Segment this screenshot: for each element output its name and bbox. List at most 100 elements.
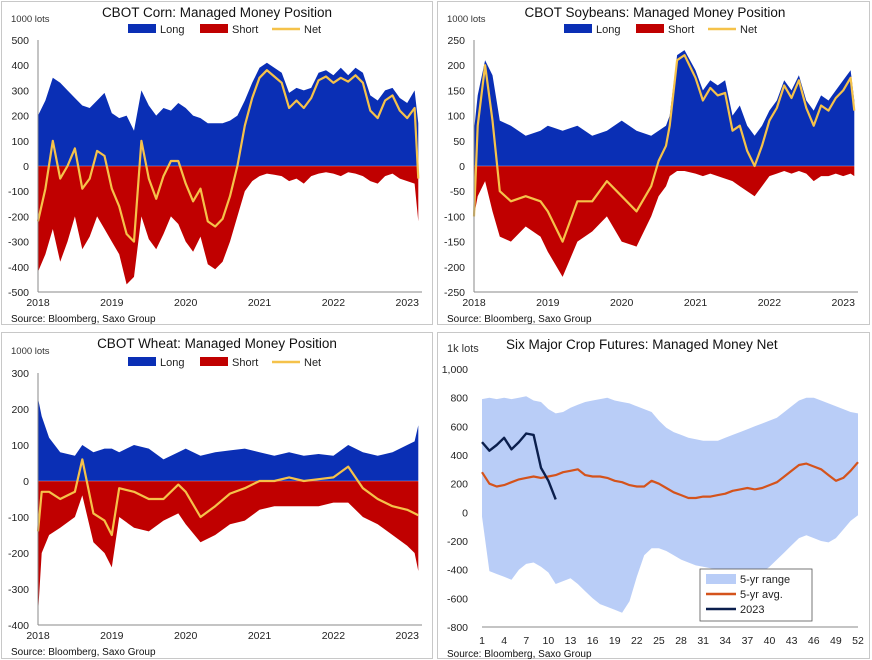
legend-swatch-short [200, 357, 228, 366]
x-tick-label: 2020 [610, 297, 634, 309]
x-tick-label: 2021 [248, 297, 272, 309]
chart-svg-soybeans: CBOT Soybeans: Managed Money Position 100… [444, 5, 858, 325]
series-short-area [38, 166, 419, 285]
x-tick-label: 1 [479, 635, 485, 647]
y-tick-label: 800 [450, 393, 468, 405]
legend-swatch-short [636, 24, 664, 33]
x-tick-label: 37 [742, 635, 754, 647]
y-tick-label: 100 [447, 111, 465, 123]
y-tick-label: -500 [8, 287, 29, 299]
x-tick-label: 2022 [758, 297, 782, 309]
x-tick-label: 43 [786, 635, 798, 647]
y-unit-label: 1000 lots [447, 14, 486, 25]
series-long-area [38, 398, 419, 481]
y-tick-label: 0 [23, 161, 29, 173]
y-tick-label: 1,000 [442, 364, 468, 376]
y-tick-label: 100 [11, 136, 29, 148]
source-note: Source: Bloomberg, Saxo Group [447, 649, 592, 660]
y-tick-label: -50 [450, 186, 465, 198]
series-5yr-avg-line [481, 461, 859, 500]
x-tick-label: 2021 [684, 297, 708, 309]
legend-label-net: Net [304, 357, 321, 369]
y-tick-label: 50 [453, 136, 465, 148]
x-tick-label: 2020 [174, 630, 198, 642]
x-tick-label: 2018 [26, 630, 50, 642]
chart-svg-crops: Six Major Crop Futures: Managed Money Ne… [442, 337, 864, 660]
x-tick-label: 2021 [248, 630, 272, 642]
x-tick-label: 16 [587, 635, 599, 647]
y-tick-label: 250 [447, 35, 465, 47]
y-tick-label: -100 [8, 512, 29, 524]
x-tick-label: 2018 [26, 297, 50, 309]
x-tick-label: 22 [631, 635, 643, 647]
y-tick-label: 200 [11, 111, 29, 123]
legend-label-net: Net [304, 24, 321, 36]
y-tick-label: -150 [444, 237, 465, 249]
legend-swatch-5-yr-range [706, 574, 736, 584]
x-tick-label: 34 [719, 635, 731, 647]
chart-panel-wheat: CBOT Wheat: Managed Money Position 1000 l… [1, 332, 433, 659]
chart-title: CBOT Soybeans: Managed Money Position [525, 5, 786, 20]
y-tick-label: 400 [11, 60, 29, 72]
y-tick-label: 300 [11, 368, 29, 380]
y-tick-label: 0 [459, 161, 465, 173]
y-tick-label: -100 [8, 186, 29, 198]
x-tick-label: 31 [697, 635, 709, 647]
x-tick-label: 2022 [322, 630, 346, 642]
x-tick-label: 19 [609, 635, 621, 647]
y-tick-label: 100 [11, 440, 29, 452]
x-tick-label: 2023 [396, 630, 420, 642]
legend-swatch-long [128, 357, 156, 366]
series-5yr-range-band [482, 396, 858, 613]
y-tick-label: -800 [447, 622, 468, 634]
series-2023-line [481, 432, 557, 500]
x-tick-label: 40 [764, 635, 776, 647]
x-tick-label: 10 [543, 635, 555, 647]
y-unit-label: 1k lots [447, 343, 479, 355]
y-tick-label: -200 [8, 211, 29, 223]
y-tick-label: 400 [450, 450, 468, 462]
y-tick-label: 0 [462, 507, 468, 519]
x-tick-label: 2023 [832, 297, 856, 309]
legend-label-short: Short [232, 24, 258, 36]
legend-label-short: Short [232, 357, 258, 369]
series-net-line [472, 53, 856, 243]
y-tick-label: 500 [11, 35, 29, 47]
legend-label-long: Long [160, 357, 184, 369]
x-tick-label: 28 [675, 635, 687, 647]
chart-svg-corn: CBOT Corn: Managed Money Position 1000 lo… [8, 5, 422, 325]
x-tick-label: 7 [523, 635, 529, 647]
x-tick-label: 52 [852, 635, 864, 647]
y-tick-label: 200 [11, 404, 29, 416]
y-tick-label: 0 [23, 476, 29, 488]
x-tick-label: 2022 [322, 297, 346, 309]
chart-title: Six Major Crop Futures: Managed Money Ne… [506, 337, 778, 352]
y-tick-label: -400 [8, 262, 29, 274]
y-tick-label: -400 [8, 620, 29, 632]
x-tick-label: 49 [830, 635, 842, 647]
x-tick-label: 2018 [462, 297, 486, 309]
y-unit-label: 1000 lots [11, 346, 50, 357]
y-tick-label: 200 [450, 479, 468, 491]
y-tick-label: -600 [447, 593, 468, 605]
series-long-area [474, 50, 855, 166]
series-net-line [36, 69, 420, 243]
y-tick-label: -100 [444, 211, 465, 223]
x-tick-label: 2019 [100, 297, 124, 309]
x-tick-label: 46 [808, 635, 820, 647]
y-tick-label: -300 [8, 237, 29, 249]
series-short-area [474, 166, 855, 277]
source-note: Source: Bloomberg, Saxo Group [11, 647, 156, 658]
series-short-area [38, 481, 419, 615]
y-tick-label: 200 [447, 60, 465, 72]
legend-label-5-yr-avg: 5-yr avg. [740, 589, 783, 601]
chart-panel-crops: Six Major Crop Futures: Managed Money Ne… [437, 332, 870, 660]
x-tick-label: 25 [653, 635, 665, 647]
y-tick-label: -200 [8, 548, 29, 560]
source-note: Source: Bloomberg, Saxo Group [11, 314, 156, 325]
legend-swatch-short [200, 24, 228, 33]
chart-svg-wheat: CBOT Wheat: Managed Money Position 1000 l… [8, 336, 422, 658]
legend-label-2023: 2023 [740, 604, 764, 616]
legend-label-long: Long [160, 24, 184, 36]
chart-panel-corn: CBOT Corn: Managed Money Position 1000 lo… [1, 1, 433, 325]
